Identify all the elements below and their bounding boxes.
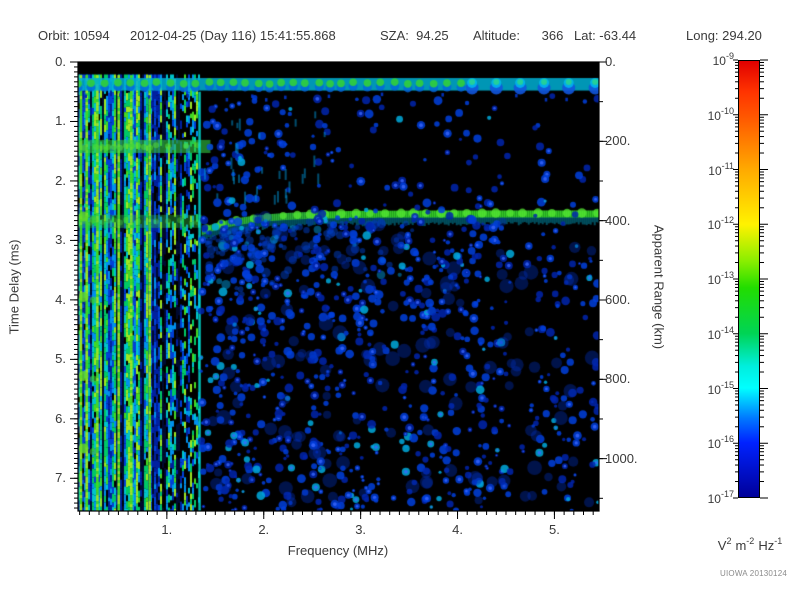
x-tick-label: 4. — [452, 522, 463, 537]
credit-watermark: UIOWA 20130124 — [720, 569, 787, 578]
longitude-label: Long: 294.20 — [686, 28, 762, 43]
y-tick-label: 7. — [55, 470, 66, 486]
colorbar — [738, 60, 760, 498]
colorbar-tick-label: 10-11 — [708, 160, 734, 178]
y-tick-label: 6. — [55, 410, 66, 426]
altitude-label: Altitude: 366 — [473, 28, 564, 43]
sza-label: SZA: 94.25 — [380, 28, 449, 43]
colorbar-tick-label: 10-13 — [707, 270, 734, 287]
colorbar-tick-label: 10-16 — [707, 434, 734, 452]
colorbar-tick-label: 10-14 — [707, 324, 734, 342]
orbit-label: Orbit: 10594 — [38, 28, 110, 43]
y-tick-label: 2. — [55, 172, 66, 188]
colorbar-tick-label: 10-12 — [707, 215, 734, 233]
y-tick-label: 5. — [55, 351, 66, 367]
y-axis-title-left: Time Delay (ms) — [6, 239, 22, 335]
x-tick-label: 5. — [549, 522, 560, 537]
colorbar-unit-label: V2 m-2 Hz-1 — [717, 536, 783, 554]
right-tick-label: 600. — [605, 291, 631, 307]
latitude-label: Lat: -63.44 — [574, 28, 637, 43]
right-tick-label: 0. — [605, 54, 616, 69]
spectrogram-canvas — [78, 62, 599, 511]
y-tick-label: 3. — [55, 232, 66, 248]
y-tick-label: 0. — [55, 54, 66, 69]
y-tick-label: 4. — [55, 291, 66, 307]
right-tick-label: 1000. — [605, 450, 638, 466]
colorbar-tick-label: 10-10 — [707, 105, 734, 123]
y-tick-label: 1. — [55, 113, 66, 129]
x-tick-label: 2. — [258, 522, 270, 537]
colorbar-tick-label: 10-15 — [707, 379, 734, 397]
x-tick-label: 3. — [355, 522, 367, 537]
y-axis-title-right: Apparent Range (km) — [651, 224, 667, 350]
right-tick-label: 200. — [605, 133, 631, 149]
right-tick-label: 800. — [605, 371, 631, 387]
colorbar-tick-label: 10-17 — [707, 489, 734, 506]
colorbar-tick-label: 10-9 — [712, 51, 734, 68]
x-tick-label: 1. — [161, 522, 173, 537]
right-tick-label: 400. — [605, 212, 631, 228]
x-axis-title: Frequency (MHz) — [287, 543, 389, 558]
datetime-label: 2012-04-25 (Day 116) 15:41:55.868 — [130, 28, 336, 43]
